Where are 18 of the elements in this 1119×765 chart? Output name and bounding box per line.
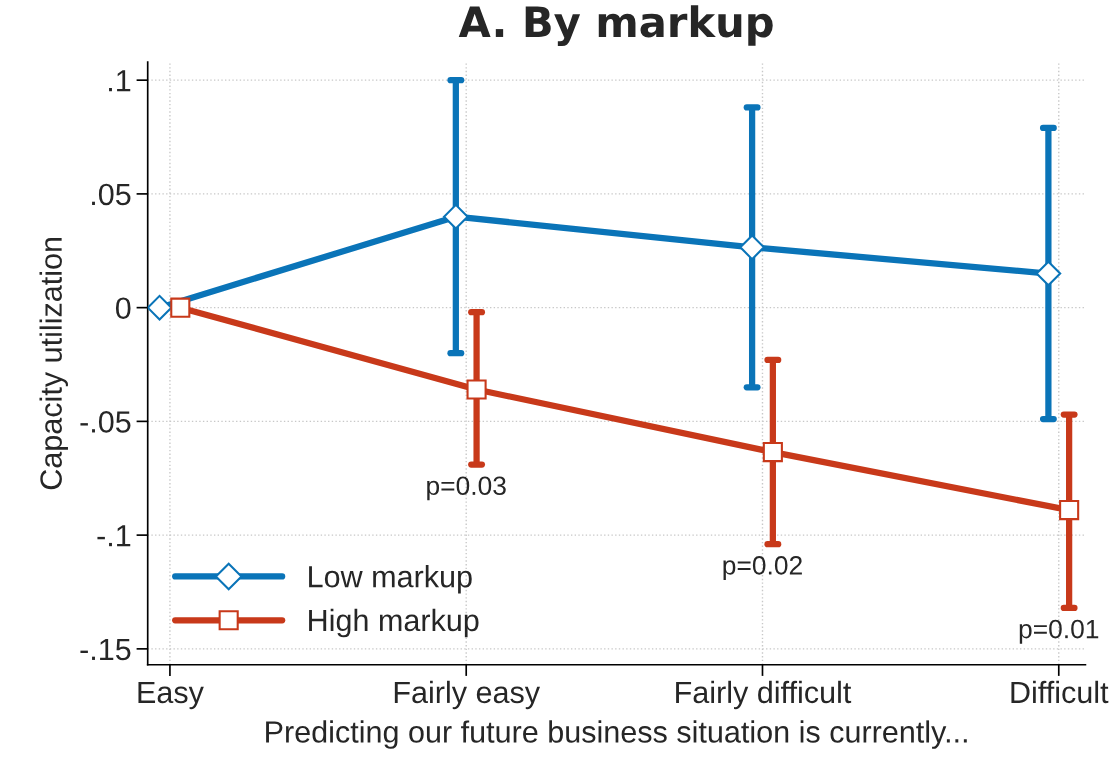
x-tick-label: Easy <box>138 681 204 710</box>
x-tick-label: Fairly easy <box>394 680 541 710</box>
y-tick-label: .1 <box>109 70 131 92</box>
y-tick-label: .05 <box>92 183 131 206</box>
y-tick-label: -.1 <box>97 525 131 547</box>
annotation: p=0.03 <box>427 476 506 501</box>
x-axis-title: Predicting our future business situation is currently... <box>266 720 967 749</box>
annotation: p=0.02 <box>723 556 802 580</box>
chart-title: A. By markup <box>458 5 773 46</box>
y-axis-title: Capacity utilization <box>39 237 68 490</box>
legend-label: High markup <box>309 608 479 638</box>
legend-label: Low markup <box>309 565 472 594</box>
annotation: p=0.01 <box>1019 619 1099 644</box>
x-tick-label: Fairly difficult <box>676 680 852 710</box>
y-tick-label: 0 <box>115 297 131 320</box>
y-tick-label: -.15 <box>80 638 131 661</box>
y-tick-label: -.05 <box>80 411 131 433</box>
x-tick-label: Difficult <box>1011 680 1109 704</box>
